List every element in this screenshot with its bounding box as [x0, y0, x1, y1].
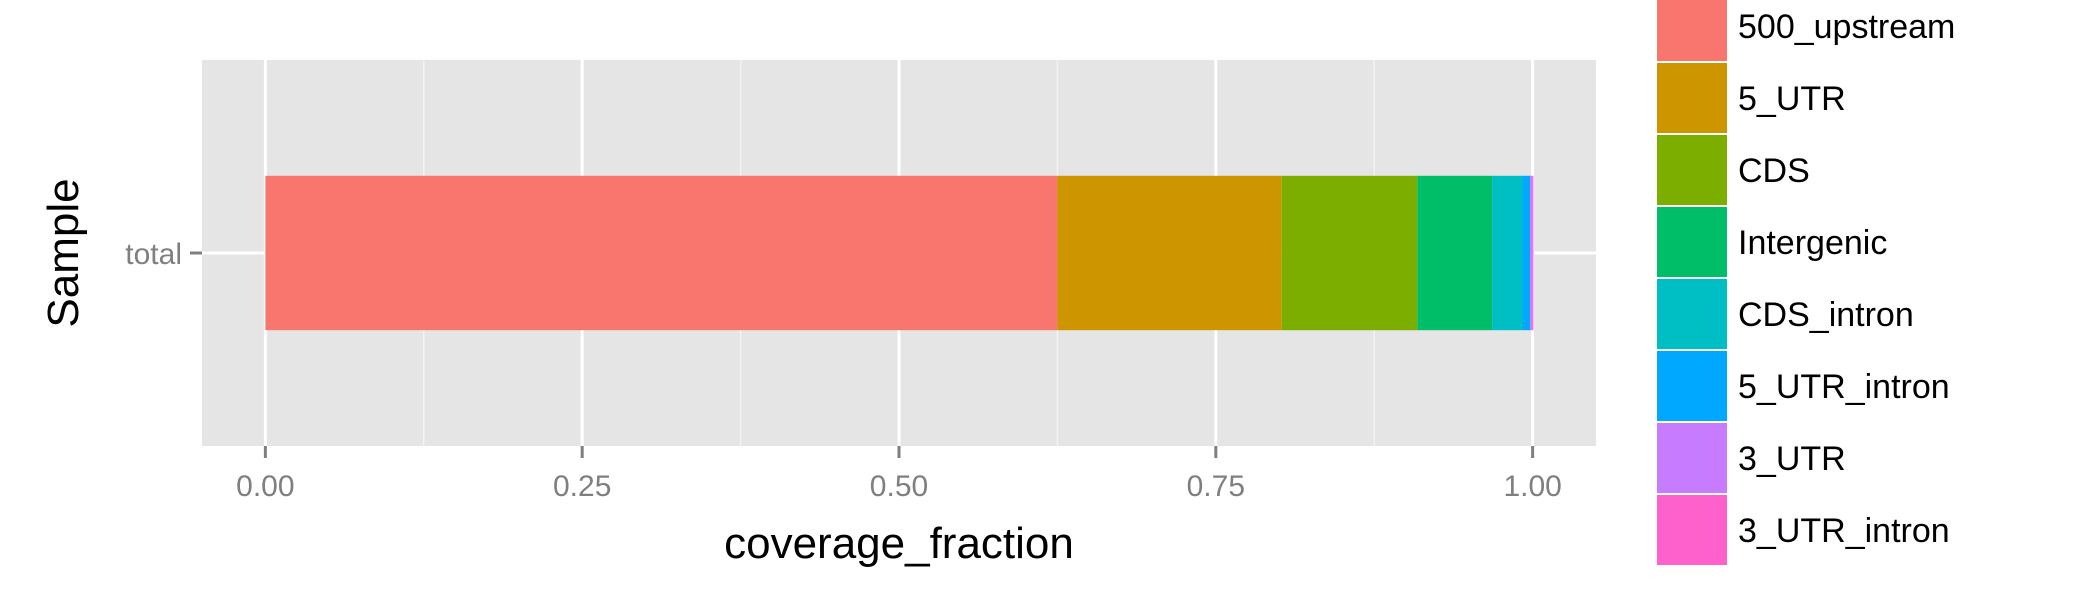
- legend-label: 3_UTR_intron: [1738, 512, 1950, 550]
- legend-label: 5_UTR_intron: [1738, 368, 1950, 406]
- legend-label: CDS: [1738, 152, 1810, 190]
- legend: 500_upstream 5_UTR CDS Intergenic CDS_intron…: [1655, 0, 1955, 567]
- legend-key-3_UTR_intron: [1655, 493, 1729, 567]
- legend-label: 5_UTR: [1738, 80, 1846, 118]
- bar-segment-5_UTR_intron: [1522, 175, 1531, 331]
- bar-segment-3_UTR: [1530, 175, 1533, 331]
- legend-key-5_UTR_intron: [1655, 349, 1729, 423]
- legend-key-3_UTR: [1655, 421, 1729, 495]
- bar-segment-3_UTR_intron: [1532, 175, 1534, 331]
- legend-label: 500_upstream: [1738, 8, 1955, 46]
- x-axis: 0.00 0.25 0.50 0.75 1.00: [236, 446, 1562, 503]
- legend-key-500_upstream: [1655, 0, 1729, 63]
- legend-key-CDS: [1655, 133, 1729, 207]
- bar-segment-500_upstream: [265, 175, 1058, 331]
- bar-segment-Intergenic: [1417, 175, 1493, 331]
- legend-key-Intergenic: [1655, 205, 1729, 279]
- legend-label: Intergenic: [1738, 224, 1887, 262]
- y-axis: total: [125, 238, 202, 271]
- x-tick-label: 0.25: [553, 470, 611, 503]
- x-tick-label: 1.00: [1503, 470, 1561, 503]
- legend-key-5_UTR: [1655, 61, 1729, 135]
- y-tick-label: total: [125, 238, 182, 271]
- legend-label: 3_UTR: [1738, 440, 1846, 478]
- bar-segment-CDS: [1281, 175, 1418, 331]
- legend-key-CDS_intron: [1655, 277, 1729, 351]
- bar-segment-CDS_intron: [1492, 175, 1523, 331]
- x-tick-label: 0.75: [1187, 470, 1245, 503]
- legend-label: CDS_intron: [1738, 296, 1914, 334]
- x-tick-label: 0.50: [870, 470, 928, 503]
- bar-segments: [265, 175, 1534, 331]
- bar-segment-5_UTR: [1057, 175, 1282, 331]
- x-axis-title: coverage_fraction: [724, 519, 1074, 568]
- x-tick-label: 0.00: [236, 470, 294, 503]
- y-axis-title: Sample: [39, 178, 88, 327]
